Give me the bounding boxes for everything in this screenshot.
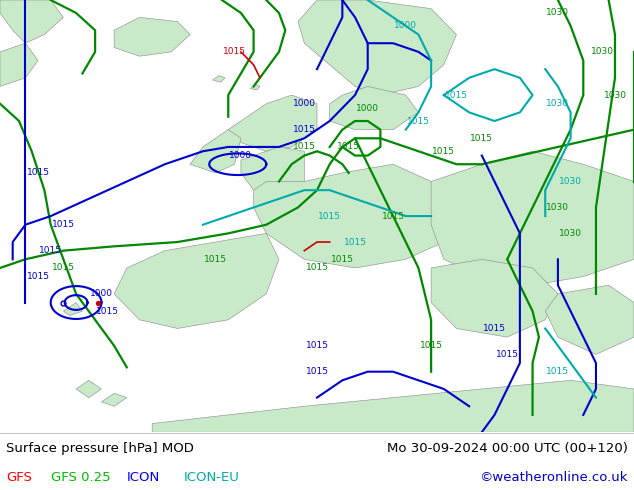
Text: 1015: 1015 [204,255,227,264]
Text: 1015: 1015 [547,367,569,376]
Polygon shape [330,86,418,130]
Polygon shape [241,147,304,199]
Text: ICON-EU: ICON-EU [184,471,240,484]
Text: 1015: 1015 [306,341,328,350]
Polygon shape [545,285,634,354]
Text: 1015: 1015 [344,238,366,246]
Text: 1015: 1015 [52,220,75,229]
Text: 1015: 1015 [496,350,519,359]
Text: 1015: 1015 [27,169,49,177]
Text: 1000: 1000 [293,99,316,108]
Text: 1015: 1015 [96,307,119,316]
Polygon shape [298,0,456,95]
Text: 1015: 1015 [39,246,62,255]
Polygon shape [431,259,558,337]
Text: 1015: 1015 [223,48,246,56]
Text: GFS 0.25: GFS 0.25 [51,471,110,484]
Polygon shape [212,75,225,82]
Text: 1015: 1015 [52,264,75,272]
Text: 1000: 1000 [90,290,113,298]
Polygon shape [431,151,634,285]
Polygon shape [0,0,63,43]
Text: 1015: 1015 [293,143,316,151]
Polygon shape [250,84,260,90]
Text: 1030: 1030 [591,48,614,56]
Text: 1000: 1000 [394,22,417,30]
Text: GFS: GFS [6,471,32,484]
Polygon shape [190,130,241,173]
Polygon shape [254,164,456,268]
Text: 1000: 1000 [230,151,252,160]
Text: 1030: 1030 [559,177,582,186]
Text: 1015: 1015 [483,324,506,333]
Text: 1015: 1015 [337,143,360,151]
Text: Mo 30-09-2024 00:00 UTC (00+120): Mo 30-09-2024 00:00 UTC (00+120) [387,442,628,455]
Text: 1015: 1015 [407,117,430,125]
Text: 1015: 1015 [420,341,443,350]
Text: 1015: 1015 [432,147,455,156]
Polygon shape [63,302,82,316]
Text: 1015: 1015 [382,212,404,220]
Text: ©weatheronline.co.uk: ©weatheronline.co.uk [479,471,628,484]
Text: 1030: 1030 [547,203,569,212]
Text: 1000: 1000 [356,103,379,113]
Polygon shape [0,43,38,86]
Text: 1015: 1015 [318,212,341,220]
Text: 1015: 1015 [293,125,316,134]
Polygon shape [228,95,317,151]
Text: 1015: 1015 [470,134,493,143]
Polygon shape [152,380,634,432]
Text: 1030: 1030 [547,99,569,108]
Polygon shape [114,17,190,56]
Text: 1015: 1015 [27,272,49,281]
Polygon shape [101,393,127,406]
Polygon shape [76,380,101,397]
Text: ICON: ICON [127,471,160,484]
Polygon shape [114,233,279,328]
Text: 1015: 1015 [306,367,328,376]
Text: 1015: 1015 [445,91,468,99]
Text: 1015: 1015 [306,264,328,272]
Text: 1015: 1015 [331,255,354,264]
Text: Surface pressure [hPa] MOD: Surface pressure [hPa] MOD [6,442,194,455]
Text: 1030: 1030 [547,8,569,18]
Text: 1030: 1030 [604,91,626,99]
Text: 1030: 1030 [559,229,582,238]
